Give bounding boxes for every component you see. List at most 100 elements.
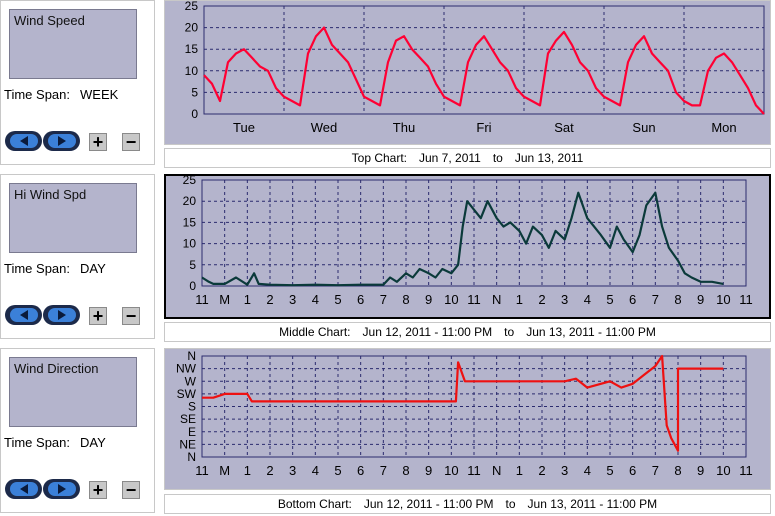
- x-tick: 5: [606, 292, 613, 307]
- zoom-out-button[interactable]: −: [122, 307, 140, 325]
- y-tick: 15: [185, 42, 199, 56]
- y-tick: 10: [185, 64, 199, 78]
- x-tick: 2: [266, 463, 273, 478]
- x-tick: 11: [195, 463, 209, 478]
- x-tick: M: [219, 292, 230, 307]
- x-tick: 9: [425, 463, 432, 478]
- y-tick: 10: [183, 237, 197, 251]
- y-tick: 0: [191, 107, 198, 121]
- x-tick: 5: [334, 292, 341, 307]
- chart-title-box[interactable]: Hi Wind Spd: [9, 183, 137, 253]
- x-tick: 6: [629, 292, 636, 307]
- wind-speed-chart[interactable]: 0 5 10 15 20 25 Tue Wed Thu Fri Sat Sun Mon: [164, 0, 771, 145]
- chart-caption-top: Top Chart: Jun 7, 2011 to Jun 13, 2011: [164, 148, 771, 168]
- prev-button[interactable]: [5, 305, 42, 325]
- arrow-left-icon: [19, 484, 28, 494]
- x-tick: 4: [312, 463, 319, 478]
- series-line: [203, 26, 765, 115]
- next-button[interactable]: [43, 479, 80, 499]
- arrow-left-icon: [19, 136, 28, 146]
- x-tick: 1: [244, 292, 251, 307]
- y-tick: 5: [191, 85, 198, 99]
- x-tick: 3: [289, 292, 296, 307]
- chart-background: [164, 0, 771, 145]
- caption-prefix: Middle Chart:: [279, 325, 351, 339]
- direction-tick: N: [187, 450, 196, 464]
- chart-title: Wind Direction: [14, 361, 99, 376]
- x-tick: 10: [444, 292, 458, 307]
- chart-title: Wind Speed: [14, 13, 85, 28]
- next-button[interactable]: [43, 131, 80, 151]
- direction-tick: SE: [180, 412, 196, 426]
- x-tick: Fri: [476, 120, 491, 135]
- time-span-value[interactable]: DAY: [80, 435, 106, 450]
- x-tick: 4: [584, 292, 591, 307]
- x-tick: 3: [561, 292, 568, 307]
- x-tick: 4: [312, 292, 319, 307]
- x-tick: 6: [357, 463, 364, 478]
- time-span-label: Time Span:: [4, 261, 70, 276]
- prev-button[interactable]: [5, 479, 42, 499]
- x-tick: 7: [380, 292, 387, 307]
- direction-tick: E: [188, 425, 196, 439]
- zoom-out-button[interactable]: −: [122, 133, 140, 151]
- caption-to-word: to: [505, 497, 516, 511]
- time-span-label: Time Span:: [4, 87, 70, 102]
- x-tick: 2: [538, 292, 545, 307]
- x-tick: 9: [697, 292, 704, 307]
- direction-tick: N: [187, 349, 196, 363]
- chart-title-box[interactable]: Wind Speed: [9, 9, 137, 79]
- plot-area: [201, 179, 747, 287]
- time-span-value[interactable]: DAY: [80, 261, 106, 276]
- x-tick: 5: [606, 463, 613, 478]
- x-tick: Tue: [233, 120, 255, 135]
- x-tick: 8: [674, 463, 681, 478]
- y-tick: 25: [183, 174, 197, 187]
- series-line: [202, 354, 724, 452]
- y-tick: 0: [189, 279, 196, 293]
- zoom-in-button[interactable]: +: [89, 307, 107, 325]
- direction-tick: S: [188, 400, 196, 414]
- caption-from: Jun 7, 2011: [419, 151, 481, 165]
- x-tick: 7: [652, 463, 659, 478]
- x-tick: 11: [739, 463, 753, 478]
- next-button[interactable]: [43, 305, 80, 325]
- y-tick: 15: [183, 215, 197, 229]
- time-span-label: Time Span:: [4, 435, 70, 450]
- x-tick: 6: [629, 463, 636, 478]
- x-tick: Thu: [393, 120, 415, 135]
- x-tick: 10: [444, 463, 458, 478]
- y-tick: 20: [185, 21, 199, 35]
- x-tick: 1: [244, 463, 251, 478]
- x-tick: 3: [289, 463, 296, 478]
- zoom-out-button[interactable]: −: [122, 481, 140, 499]
- direction-tick: NE: [179, 437, 196, 451]
- x-tick: 6: [357, 292, 364, 307]
- x-tick: Wed: [311, 120, 338, 135]
- time-span: Time Span: DAY: [4, 261, 106, 276]
- direction-tick: W: [185, 374, 197, 388]
- x-tick: 11: [739, 292, 753, 307]
- prev-button[interactable]: [5, 131, 42, 151]
- x-tick: 8: [674, 292, 681, 307]
- time-span: Time Span: DAY: [4, 435, 106, 450]
- y-tick: 25: [185, 0, 199, 13]
- control-panel-middle: Hi Wind Spd Time Span: DAY + −: [0, 174, 155, 339]
- series-line: [201, 191, 724, 287]
- direction-tick: NW: [176, 362, 197, 376]
- caption-to: Jun 13, 2011 - 11:00 PM: [526, 325, 656, 339]
- caption-from: Jun 12, 2011 - 11:00 PM: [363, 497, 494, 511]
- caption-to-word: to: [492, 151, 503, 165]
- caption-from: Jun 12, 2011 - 11:00 PM: [362, 325, 493, 339]
- zoom-in-button[interactable]: +: [89, 133, 107, 151]
- time-span-value[interactable]: WEEK: [80, 87, 119, 102]
- direction-tick: SW: [177, 387, 197, 401]
- chart-title-box[interactable]: Wind Direction: [9, 357, 137, 427]
- zoom-in-button[interactable]: +: [89, 481, 107, 499]
- x-tick: Sun: [632, 120, 655, 135]
- arrow-right-icon: [57, 484, 66, 494]
- x-tick: 10: [716, 292, 730, 307]
- chart-background: [164, 174, 771, 319]
